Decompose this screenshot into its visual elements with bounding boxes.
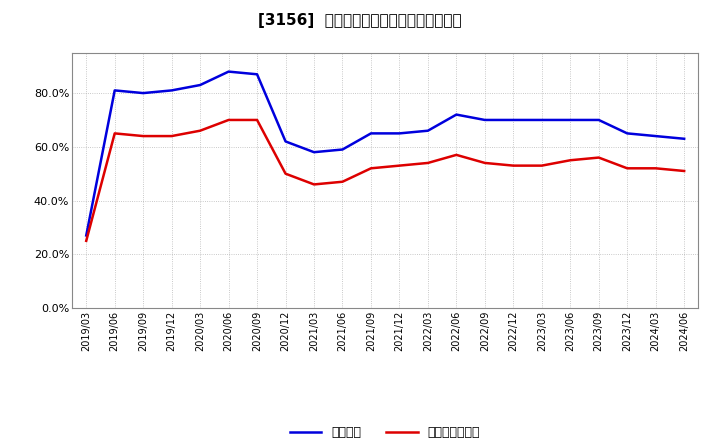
固定比率 bbox=[310, 150, 318, 155]
固定比率 bbox=[82, 233, 91, 238]
固定比率 bbox=[338, 147, 347, 152]
固定長期適合率 bbox=[509, 163, 518, 168]
固定長期適合率 bbox=[139, 133, 148, 139]
固定長期適合率 bbox=[566, 158, 575, 163]
固定長期適合率 bbox=[652, 166, 660, 171]
Line: 固定長期適合率: 固定長期適合率 bbox=[86, 120, 684, 241]
固定長期適合率 bbox=[423, 160, 432, 165]
固定比率 bbox=[253, 72, 261, 77]
固定長期適合率 bbox=[310, 182, 318, 187]
固定比率 bbox=[167, 88, 176, 93]
固定長期適合率 bbox=[623, 166, 631, 171]
固定比率 bbox=[423, 128, 432, 133]
Text: [3156]  固定比率、固定長期適合率の推移: [3156] 固定比率、固定長期適合率の推移 bbox=[258, 13, 462, 28]
固定比率 bbox=[196, 82, 204, 88]
固定長期適合率 bbox=[82, 238, 91, 243]
固定長期適合率 bbox=[196, 128, 204, 133]
Line: 固定比率: 固定比率 bbox=[86, 72, 684, 235]
固定長期適合率 bbox=[282, 171, 290, 176]
固定比率 bbox=[566, 117, 575, 123]
固定長期適合率 bbox=[537, 163, 546, 168]
固定比率 bbox=[139, 91, 148, 96]
固定長期適合率 bbox=[452, 152, 461, 158]
固定長期適合率 bbox=[366, 166, 375, 171]
固定長期適合率 bbox=[110, 131, 119, 136]
固定長期適合率 bbox=[225, 117, 233, 123]
固定比率 bbox=[509, 117, 518, 123]
固定長期適合率 bbox=[395, 163, 404, 168]
固定比率 bbox=[395, 131, 404, 136]
Legend: 固定比率, 固定長期適合率: 固定比率, 固定長期適合率 bbox=[285, 422, 485, 440]
固定長期適合率 bbox=[253, 117, 261, 123]
固定比率 bbox=[282, 139, 290, 144]
固定長期適合率 bbox=[595, 155, 603, 160]
固定比率 bbox=[366, 131, 375, 136]
固定比率 bbox=[110, 88, 119, 93]
固定長期適合率 bbox=[338, 179, 347, 184]
固定比率 bbox=[452, 112, 461, 117]
固定比率 bbox=[652, 133, 660, 139]
固定長期適合率 bbox=[167, 133, 176, 139]
固定比率 bbox=[537, 117, 546, 123]
固定長期適合率 bbox=[680, 169, 688, 174]
固定比率 bbox=[680, 136, 688, 141]
固定比率 bbox=[480, 117, 489, 123]
固定比率 bbox=[623, 131, 631, 136]
固定長期適合率 bbox=[480, 160, 489, 165]
固定比率 bbox=[225, 69, 233, 74]
固定比率 bbox=[595, 117, 603, 123]
